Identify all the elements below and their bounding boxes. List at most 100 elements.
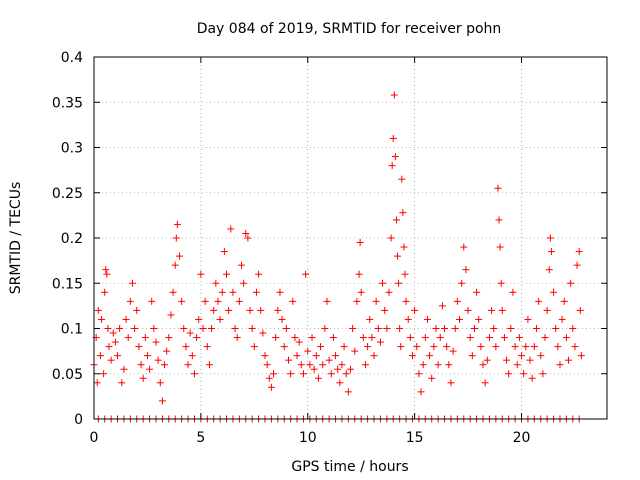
data-point bbox=[287, 370, 295, 378]
data-point bbox=[163, 347, 171, 355]
data-point bbox=[351, 347, 359, 355]
data-point bbox=[575, 248, 583, 256]
data-point bbox=[317, 343, 325, 351]
data-point bbox=[237, 261, 245, 269]
x-axis-ticks: 0 5 10 15 20 bbox=[90, 57, 531, 446]
data-point bbox=[451, 325, 459, 332]
data-point bbox=[169, 288, 177, 296]
data-point bbox=[515, 334, 523, 342]
data-point bbox=[259, 329, 267, 337]
data-point bbox=[201, 297, 209, 305]
data-point bbox=[94, 306, 102, 314]
data-point bbox=[161, 361, 169, 369]
data-point bbox=[374, 325, 382, 332]
data-point bbox=[188, 352, 196, 360]
data-point bbox=[274, 306, 282, 314]
data-point bbox=[396, 325, 404, 332]
data-point bbox=[203, 343, 211, 351]
data-point bbox=[248, 325, 256, 332]
data-point bbox=[447, 379, 455, 387]
data-point bbox=[398, 175, 406, 183]
data-point bbox=[526, 356, 534, 364]
data-point bbox=[449, 347, 457, 355]
data-point bbox=[233, 334, 241, 342]
data-point bbox=[498, 306, 506, 314]
y-tick-label: 0.3 bbox=[61, 141, 83, 157]
data-point bbox=[332, 352, 340, 360]
y-tick-label: 0.15 bbox=[52, 276, 83, 292]
data-point bbox=[133, 306, 141, 314]
x-tick-label: 20 bbox=[513, 430, 531, 446]
data-point bbox=[308, 334, 316, 342]
data-point bbox=[417, 388, 425, 396]
data-point bbox=[434, 361, 442, 369]
data-point bbox=[497, 279, 505, 287]
data-point bbox=[562, 334, 570, 342]
y-tick-label: 0 bbox=[74, 412, 83, 428]
data-point bbox=[310, 365, 318, 373]
y-tick-label: 0.05 bbox=[52, 367, 83, 383]
data-point bbox=[295, 338, 303, 346]
data-point bbox=[323, 297, 331, 305]
data-point bbox=[154, 356, 162, 364]
data-point bbox=[165, 334, 173, 342]
data-point bbox=[235, 297, 243, 305]
data-point bbox=[477, 343, 485, 351]
data-point bbox=[492, 343, 500, 351]
data-point bbox=[415, 370, 423, 378]
data-point bbox=[408, 352, 416, 360]
data-point bbox=[240, 279, 248, 287]
data-point bbox=[496, 243, 504, 251]
data-point bbox=[522, 343, 530, 351]
data-point bbox=[560, 297, 568, 305]
data-point bbox=[314, 374, 322, 382]
data-point bbox=[176, 252, 183, 260]
data-points bbox=[90, 91, 585, 423]
data-point bbox=[488, 306, 496, 314]
data-point bbox=[199, 325, 207, 332]
data-point bbox=[550, 288, 558, 296]
data-point bbox=[229, 288, 237, 296]
data-point bbox=[96, 352, 104, 360]
data-point bbox=[156, 379, 164, 387]
data-point bbox=[146, 365, 154, 373]
data-point bbox=[137, 361, 145, 369]
data-point bbox=[385, 288, 393, 296]
data-point bbox=[366, 315, 374, 323]
data-point bbox=[524, 315, 532, 323]
data-point bbox=[395, 279, 403, 287]
data-point bbox=[387, 234, 395, 242]
data-point bbox=[104, 325, 112, 332]
data-point bbox=[135, 343, 143, 351]
data-point bbox=[397, 343, 405, 351]
data-point bbox=[400, 243, 408, 251]
data-point bbox=[445, 361, 453, 369]
data-point bbox=[421, 334, 429, 342]
data-point bbox=[212, 279, 220, 287]
data-point bbox=[392, 216, 400, 224]
data-point bbox=[470, 325, 478, 332]
data-point bbox=[321, 325, 329, 332]
data-point bbox=[356, 239, 364, 247]
data-point bbox=[364, 343, 372, 351]
data-point bbox=[178, 297, 186, 305]
data-point bbox=[505, 370, 513, 378]
y-tick-label: 0.2 bbox=[61, 231, 83, 247]
data-point bbox=[190, 370, 198, 378]
data-point bbox=[479, 361, 487, 369]
data-point bbox=[231, 325, 239, 332]
data-point bbox=[430, 343, 438, 351]
data-point bbox=[124, 334, 132, 342]
data-point bbox=[139, 374, 147, 382]
data-point bbox=[148, 297, 156, 305]
data-point bbox=[357, 288, 365, 296]
data-point bbox=[172, 234, 180, 242]
data-point bbox=[306, 361, 314, 369]
data-point bbox=[520, 370, 528, 378]
data-point bbox=[280, 343, 288, 351]
data-point bbox=[571, 343, 579, 351]
data-point bbox=[453, 297, 461, 305]
data-point bbox=[359, 334, 367, 342]
data-point bbox=[543, 306, 551, 314]
